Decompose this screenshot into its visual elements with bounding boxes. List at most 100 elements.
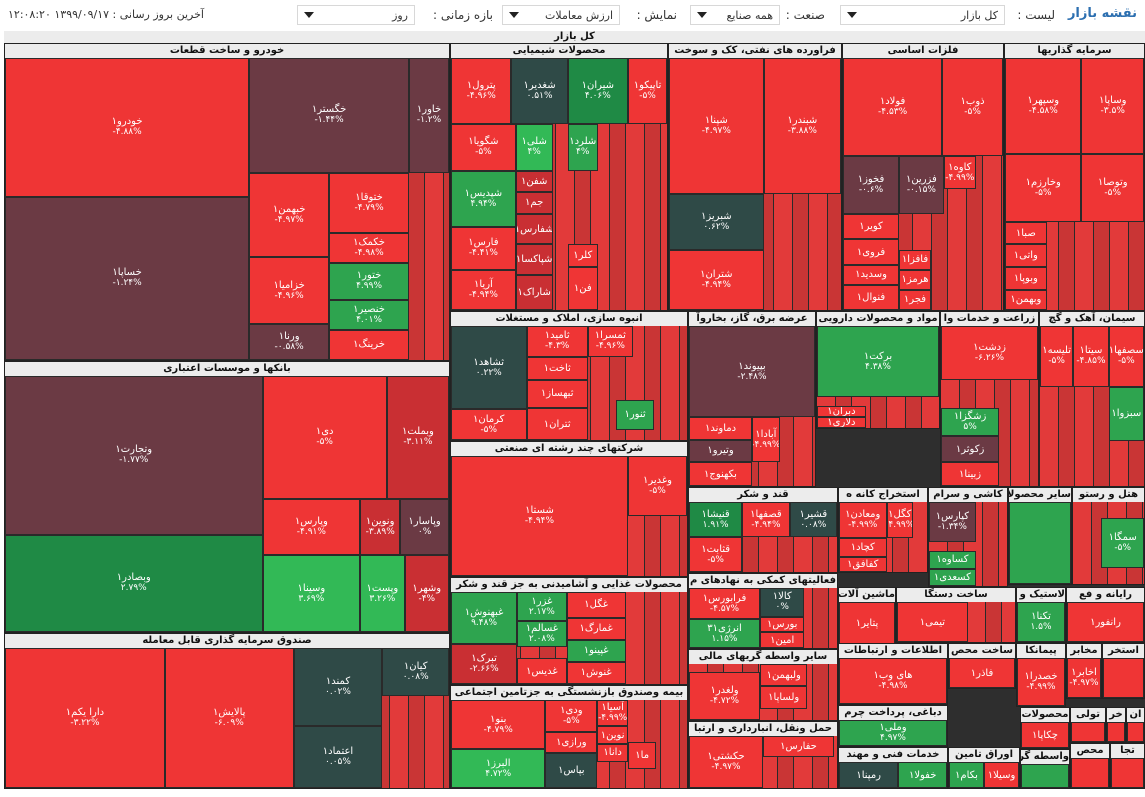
sector-block[interactable]: سرمایه گذاریها وسپهر۱ -۴.۵۸% وساپا۱ -۳.۵% وخا… (1004, 43, 1145, 311)
sector-block[interactable]: اطلاعات و ارتباطات های وب۱ -۴.۹۸% (838, 643, 948, 705)
stock-tile[interactable]: خصدرا۱ -۴.۹۹% (1017, 658, 1065, 706)
list-select[interactable]: کل بازار (840, 5, 1005, 25)
stock-tile[interactable]: فولاد۱ -۴.۵۳% (843, 58, 943, 157)
sector-block[interactable]: ماشین آلات پتایر۱ (838, 587, 896, 645)
stock-tile[interactable]: خساپا۱ -۱.۲۴% (5, 196, 250, 360)
stock-tile[interactable]: قشیر۱ ۰.۰۸% (789, 502, 837, 537)
stock-tile[interactable]: خاور۱ -۱.۲% (409, 58, 449, 173)
stock-tile[interactable]: شپاکسا۱ (515, 244, 553, 275)
sector-block[interactable]: خدمات فنی و مهند رمپنا۱ خفولا۱ (838, 747, 948, 789)
sector-block[interactable]: مواد و محصولات دارویی برکت۱ ۴.۳۸% دبران۱ دلا… (816, 311, 940, 429)
stock-tile[interactable]: ثشاهد۱ ۰.۲۲% (451, 326, 527, 410)
stock-tile[interactable]: بپاس۱ (545, 752, 598, 788)
stock-tile[interactable]: فافزا۱ (899, 249, 931, 270)
stock-tile[interactable]: شیران۱ ۴.۰۶% (567, 58, 629, 124)
sector-block[interactable]: صندوق سرمایه گذاری قابل معامله دارا یکم۱-… (4, 633, 450, 789)
stock-tile[interactable]: شپنا۱ -۴.۹۷% (669, 58, 764, 195)
stock-tile[interactable]: فن۱ (567, 267, 598, 310)
sector-block[interactable]: تجا (1110, 743, 1145, 789)
sector-block[interactable]: پیمانکا خصدرا۱ -۴.۹۹% (1016, 643, 1066, 707)
stock-tile[interactable]: غپینو۱ (566, 639, 626, 662)
stock-tile[interactable]: پتایر۱ (839, 602, 895, 644)
stock-tile[interactable]: کگل۱ -۴.۹۹% (886, 502, 913, 539)
stock-tile[interactable]: شفن۱ (515, 171, 553, 192)
stock-tile[interactable]: دانا۱ (597, 744, 628, 762)
stock-tile[interactable] (1021, 764, 1069, 788)
stock-tile[interactable]: فنوال۱ (843, 284, 899, 310)
sector-block[interactable]: حمل ونقل، انبارداری و ارتبا حکشتی۱ -۴.۹۷% ح… (688, 721, 838, 789)
sector-block[interactable]: تولی (1070, 707, 1106, 743)
stock-tile[interactable]: وبهمن۱ (1005, 289, 1047, 310)
stock-tile[interactable]: کفافق۱ (839, 556, 887, 572)
stock-tile[interactable]: پالایش۱ -۶.۰۹% (164, 648, 294, 788)
stock-tile[interactable]: زشگزا۱ ۵% (941, 407, 1000, 437)
stock-tile[interactable]: قنیشا۱ ۱.۹۱% (689, 502, 743, 537)
stock-tile[interactable]: غگل۱ (566, 592, 626, 618)
stock-tile[interactable]: شاراک۱ (515, 274, 553, 310)
stock-tile[interactable]: ثمسرا۱ -۴.۹۶% (587, 326, 633, 357)
stock-tile[interactable]: خکمک۱ -۴.۹۸% (329, 233, 410, 264)
sector-block[interactable]: محصولات شیمیایی پترول۱ -۴.۹۶% شغدیر۱ ۰.۵۱% شی… (450, 43, 668, 311)
stock-tile[interactable]: شتران۱ -۴.۹۴% (669, 249, 764, 310)
stock-tile[interactable]: شبریز۱ ۰.۶۲% (669, 194, 764, 250)
stock-tile[interactable]: سبزوا۱ (1108, 386, 1144, 442)
stock-tile[interactable]: ثامید۱ -۴.۳% (526, 326, 588, 357)
sector-block[interactable]: لاستیک و پلاستیکتکنا۱۱.۵% (1016, 587, 1066, 643)
sector-block[interactable]: سایر واسطه گریهای مالی ولبهمن۱ ولغدر۱ -۴.۷۲… (688, 649, 838, 721)
stock-tile[interactable]: فاذر۱ (949, 658, 1015, 688)
sector-block[interactable]: ساخت دستگا تیمی۱ (896, 587, 1016, 643)
sector-block[interactable]: محصولات چکاپا۱ (1020, 707, 1070, 749)
stock-tile[interactable]: وساپا۱ -۳.۵% (1081, 58, 1144, 154)
stock-tile[interactable]: چکاپا۱ (1021, 722, 1069, 748)
stock-tile[interactable]: شبندر۱ -۳.۸۸% (763, 58, 841, 195)
sector-block[interactable]: فراورده های نفتی، کک و سوخت شپنا۱ -۴.۹۷% شب… (668, 43, 842, 311)
stock-tile[interactable]: ولغدر۱ -۴.۷۲% (689, 671, 761, 720)
stock-tile[interactable]: سصفها۱ -۵% (1108, 326, 1144, 387)
stock-tile[interactable]: کسعدی۱ (929, 569, 976, 586)
stock-tile[interactable]: ونوین۱ -۳.۸۹% (360, 498, 401, 556)
sector-block[interactable]: دباغی، پرداخت چرم وملی۱ ۴.۹۷% (838, 705, 948, 747)
sector-block[interactable]: ساخت محص فاذر۱ (948, 643, 1016, 689)
stock-tile[interactable]: دماوند۱ (689, 417, 752, 440)
stock-tile[interactable]: شگویا۱ -۵% (451, 123, 516, 172)
stock-tile[interactable]: ما۱ (628, 742, 657, 769)
stock-tile[interactable]: کلر۱ (567, 244, 598, 268)
stock-tile[interactable]: تاپیکو۱ -۵% (628, 58, 667, 124)
stock-tile[interactable]: زبینا۱ (941, 462, 1000, 486)
stock-tile[interactable]: شغدیر۱ ۰.۵۱% (511, 58, 568, 124)
stock-tile[interactable]: وبصادر۱ ۲.۷۹% (5, 534, 263, 632)
stock-tile[interactable]: انرژی۳۱ ۱.۱۵% (689, 619, 761, 648)
stock-tile[interactable]: بنو۱ -۴.۷۹% (451, 700, 546, 750)
stock-tile[interactable]: شلی۱ ۴% (515, 123, 553, 172)
stock-tile[interactable]: کیان۱ ۰.۰۸% (382, 648, 449, 696)
stock-tile[interactable]: غبهنوش۱ ۹.۴۸% (451, 592, 518, 644)
stock-tile[interactable]: سمگا۱ -۵% (1101, 518, 1144, 568)
sector-block[interactable]: محصولات غذایی و آشامیدنی به جز قند و شکر… (450, 577, 688, 685)
sector-block[interactable]: سایر محصولا (1008, 487, 1072, 585)
stock-tile[interactable]: پترول۱ -۴.۹۶% (451, 58, 512, 124)
stock-tile[interactable]: ثاخت۱ (526, 356, 588, 380)
sector-block[interactable]: سیمان، آهک و گچ تلیسه۱ -۵% سیتا۱ -۴.۸۵% سصفها… (1039, 311, 1145, 487)
display-select[interactable]: ارزش معاملات (502, 5, 620, 25)
stock-tile[interactable]: خرینگ۱ (329, 329, 410, 360)
sector-block[interactable]: کاشی و سرام کپارس۱ -۱.۳۴% کساوه۱ کسعدی۱ (928, 487, 1008, 587)
stock-tile[interactable]: وسینا۱ ۳.۶۹% (262, 555, 361, 632)
stock-tile[interactable]: ودی۱ -۵% (545, 700, 598, 732)
stock-tile[interactable]: خزامیا۱ -۴.۹۶% (249, 257, 330, 324)
period-select[interactable]: روز (297, 5, 415, 25)
stock-tile[interactable]: حفارس۱ (763, 736, 835, 757)
stock-tile[interactable]: صبا۱ (1005, 221, 1047, 245)
stock-tile[interactable]: سیتا۱ -۴.۸۵% (1073, 326, 1109, 387)
stock-tile[interactable]: زکوثر۱ (941, 436, 1000, 462)
sector-block[interactable]: فعالیتهای کمکی به نهادهای م فرابورس۱ -۴.۵۷… (688, 573, 838, 649)
sector-block[interactable]: محص (1070, 743, 1110, 789)
stock-tile[interactable]: ولساپا۱ (760, 686, 808, 709)
stock-tile[interactable]: کویر۱ (843, 214, 899, 240)
stock-tile[interactable]: فزرین۱ -۰.۱۵% (899, 156, 944, 215)
sector-block[interactable]: خودرو و ساخت قطعات خودرو۱ -۴.۸۸% خگستر۱ -۱.۴… (4, 43, 450, 361)
stock-tile[interactable]: خنصیر۱ ۴.۰۱% (329, 299, 410, 330)
sector-block[interactable]: شرکتهای چند رشته ای صنعتی شستا۱ -۴.۹۴% وغدی… (450, 441, 688, 577)
industry-select[interactable]: همه صنایع (690, 5, 780, 25)
stock-tile[interactable]: غزر۱ ۲.۱۷% (517, 592, 567, 622)
stock-tile[interactable]: ثتران۱ (526, 408, 588, 440)
